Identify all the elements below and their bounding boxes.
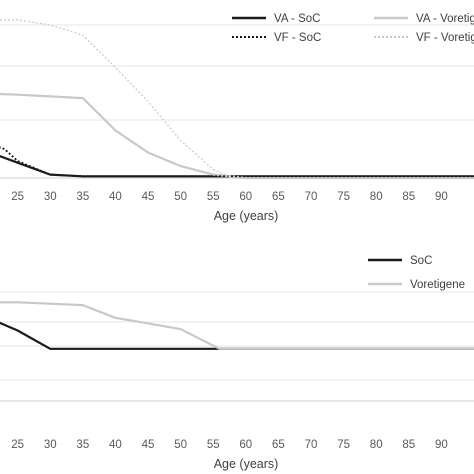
x-tick-label: 60 (239, 439, 252, 451)
x-tick-label: 25 (11, 439, 24, 451)
x-tick-label: 35 (76, 439, 89, 451)
x-tick-label: 65 (272, 191, 285, 203)
legend-label: VF - Voretigene (416, 32, 474, 44)
series-line-soc (0, 321, 474, 350)
series-line-vf-soc (0, 146, 474, 178)
x-tick-label: 75 (337, 439, 350, 451)
legend-label: VA - Voretigene (416, 13, 474, 25)
x-tick-label: 70 (305, 439, 318, 451)
series-line-vf-voretigene (0, 19, 474, 179)
series-line-voretigene (0, 301, 474, 350)
x-tick-label: 60 (239, 191, 252, 203)
x-tick-label: 45 (142, 191, 155, 203)
legend-label: Voretigene (410, 279, 465, 291)
x-tick-label: 80 (370, 439, 383, 451)
x-tick-label: 85 (402, 439, 415, 451)
legend-label: VF - SoC (274, 32, 321, 44)
legend-label: VA - SoC (274, 13, 320, 25)
x-tick-label: 80 (370, 191, 383, 203)
x-tick-label: 40 (109, 439, 122, 451)
x-tick-label: 50 (174, 191, 187, 203)
x-tick-label: 65 (272, 439, 285, 451)
x-tick-label: 85 (402, 191, 415, 203)
x-tick-label: 90 (435, 439, 448, 451)
x-tick-label: 35 (76, 191, 89, 203)
x-tick-label: 50 (174, 439, 187, 451)
x-tick-label: 55 (207, 439, 220, 451)
x-tick-label: 30 (44, 191, 57, 203)
legend-label: SoC (410, 255, 432, 267)
series-line-va-voretigene (0, 92, 474, 180)
x-tick-label: 25 (11, 191, 24, 203)
x-tick-label: 75 (337, 191, 350, 203)
x-tick-label: 90 (435, 191, 448, 203)
x-axis-label: Age (years) (214, 457, 279, 471)
x-tick-label: 30 (44, 439, 57, 451)
x-axis-label: Age (years) (214, 209, 279, 223)
x-tick-label: 40 (109, 191, 122, 203)
x-tick-label: 70 (305, 191, 318, 203)
x-tick-label: 55 (207, 191, 220, 203)
x-tick-label: 45 (142, 439, 155, 451)
series-line-va-soc (0, 154, 474, 178)
